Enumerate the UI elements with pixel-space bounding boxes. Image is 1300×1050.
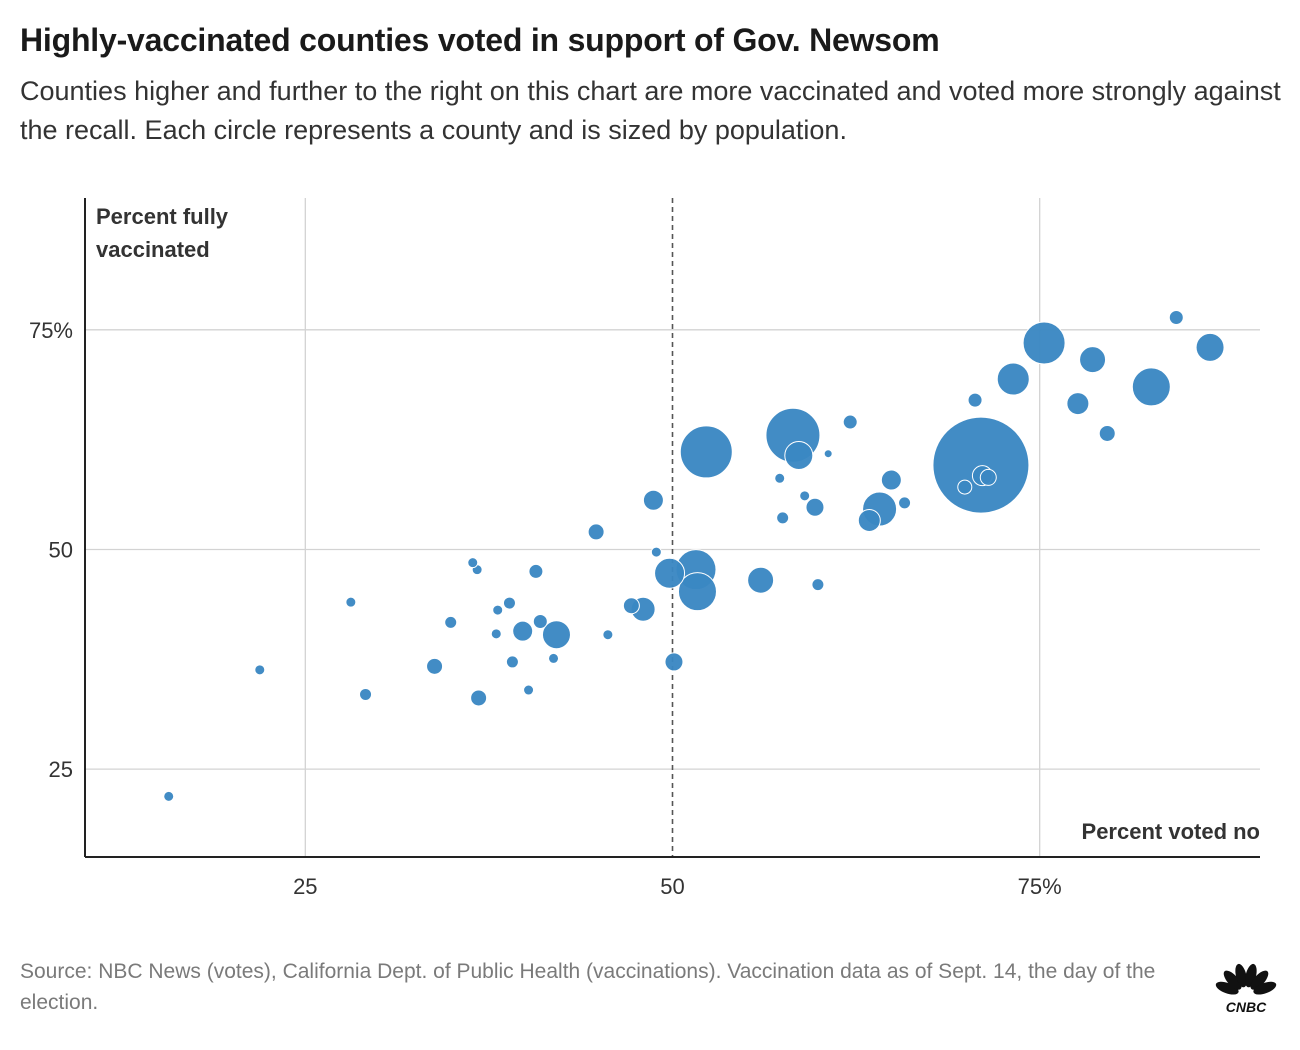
logo-feather: [1253, 981, 1277, 995]
logo-feather: [1250, 970, 1269, 990]
county-bubble: [502, 596, 516, 610]
county-bubble: [823, 449, 833, 459]
county-bubble: [467, 557, 479, 569]
county-bubble: [512, 620, 534, 642]
county-bubble: [880, 469, 902, 491]
x-tick-label: 25: [293, 874, 317, 899]
county-bubble: [932, 416, 1030, 514]
county-bubble: [967, 392, 983, 408]
county-bubble: [444, 615, 458, 629]
county-bubble: [470, 689, 488, 707]
grid-layer: [85, 198, 1260, 857]
county-bubble: [492, 604, 504, 616]
county-bubble: [163, 790, 175, 802]
y-axis-title-line-1: Percent fully: [96, 204, 229, 229]
county-bubble: [642, 489, 664, 511]
logo-feather: [1235, 963, 1247, 988]
x-tick-label: 50: [660, 874, 684, 899]
county-bubble: [664, 652, 684, 672]
county-bubble: [541, 620, 571, 650]
county-bubble: [548, 652, 560, 664]
county-bubble: [426, 657, 444, 675]
county-bubble: [1131, 367, 1171, 407]
y-tick-label: 50: [49, 537, 73, 562]
logo-feather: [1223, 970, 1242, 990]
y-tick-label: 75%: [29, 318, 73, 343]
county-bubble: [528, 563, 544, 579]
logo-feather: [1215, 981, 1239, 995]
county-bubble: [622, 597, 640, 615]
county-bubble: [857, 508, 881, 532]
source-note: Source: NBC News (votes), California Dep…: [20, 960, 1156, 1014]
county-bubble: [979, 468, 997, 486]
county-bubble: [799, 490, 811, 502]
county-bubble: [747, 566, 775, 594]
county-bubble: [957, 479, 973, 495]
chart-subtitle: Counties higher and further to the right…: [20, 76, 1281, 145]
peacock-feathers-icon: [1215, 963, 1277, 995]
x-axis-title: Percent voted no: [1082, 819, 1260, 844]
county-bubble: [805, 497, 825, 517]
county-bubble: [1098, 424, 1116, 442]
county-bubble: [505, 655, 519, 669]
county-bubble: [523, 684, 535, 696]
county-bubble: [811, 578, 825, 592]
tick-layer: 25 50 75% 25 50 75%: [29, 318, 1062, 899]
county-bubble: [1195, 332, 1225, 362]
county-bubble: [784, 440, 814, 470]
county-bubble: [254, 664, 266, 676]
county-bubble: [490, 628, 502, 640]
county-bubble: [602, 629, 614, 641]
county-bubble: [345, 596, 357, 608]
cnbc-peacock-logo: CNBC: [1215, 963, 1277, 1015]
logo-wordmark: CNBC: [1226, 999, 1267, 1015]
y-tick-label: 25: [49, 757, 73, 782]
county-bubble: [359, 687, 373, 701]
county-bubble: [587, 523, 605, 541]
county-bubble: [774, 472, 786, 484]
county-bubble: [1022, 321, 1066, 365]
county-bubble: [654, 557, 686, 589]
x-tick-label: 75%: [1018, 874, 1062, 899]
county-bubble: [776, 511, 790, 525]
chart-title: Highly-vaccinated counties voted in supp…: [20, 22, 940, 58]
county-bubble: [1079, 346, 1107, 374]
county-bubble: [842, 414, 858, 430]
y-axis-title-line-2: vaccinated: [96, 237, 210, 262]
county-bubble: [1168, 309, 1184, 325]
county-bubble: [677, 572, 717, 612]
county-bubble: [898, 496, 912, 510]
county-bubble: [650, 546, 662, 558]
county-bubble: [532, 614, 548, 630]
county-bubble: [679, 425, 733, 479]
bubble-layer: [163, 309, 1225, 802]
county-bubble: [996, 362, 1030, 396]
county-bubble: [1066, 392, 1090, 416]
